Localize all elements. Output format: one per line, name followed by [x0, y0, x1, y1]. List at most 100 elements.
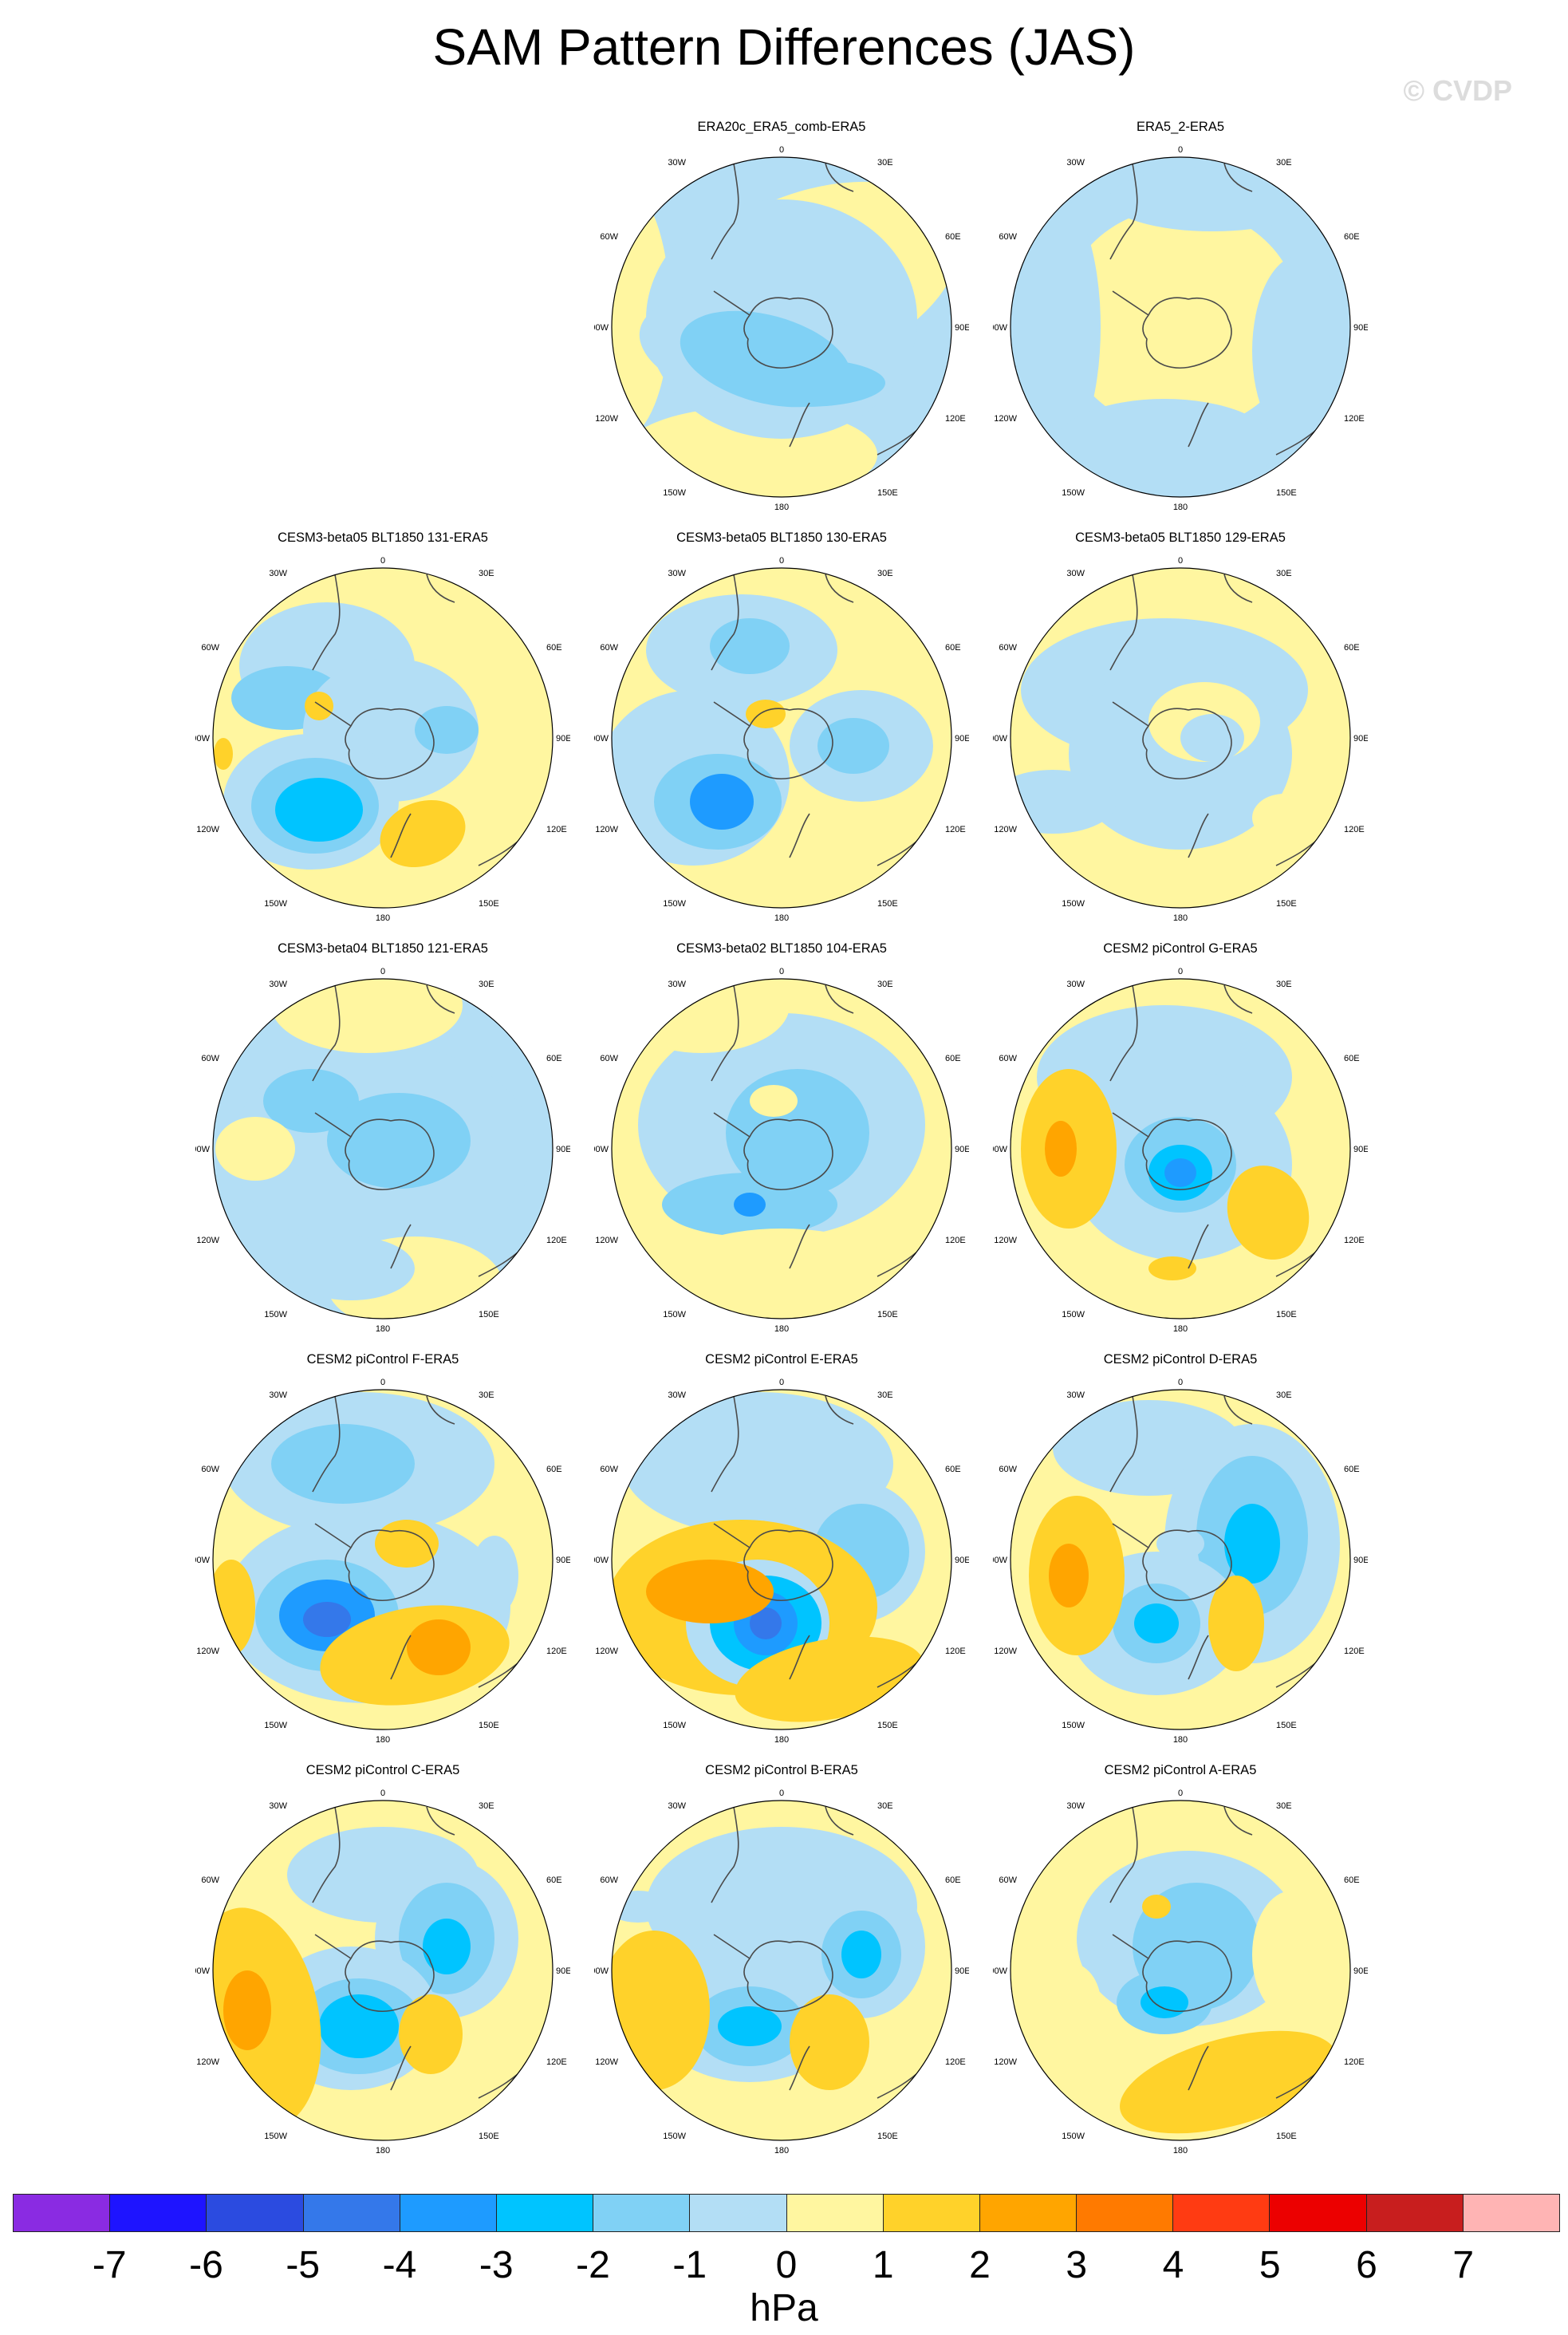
map-border: [611, 1800, 952, 2141]
longitude-label: 60E: [1344, 232, 1360, 242]
anomaly-contour: [726, 359, 885, 407]
longitude-label: 120E: [945, 2057, 966, 2067]
panel-title: CESM2 piControl F-ERA5: [306, 1352, 459, 1367]
map-panel: CESM2 piControl C-ERA5 0 180 30W 30E 60W 60E 90…: [195, 1761, 570, 2176]
anomaly-contour: [271, 1424, 415, 1504]
longitude-label: 0: [779, 556, 784, 566]
longitude-label: 180: [1173, 1735, 1188, 1745]
longitude-label: 180: [376, 913, 390, 923]
map-panel: CESM3-beta05 BLT1850 129-ERA5 0 180 30W 30E 6…: [993, 529, 1368, 944]
anomaly-contour: [415, 706, 479, 754]
longitude-label: 0: [380, 1789, 385, 1798]
longitude-label: 180: [376, 1735, 390, 1745]
anomaly-contour: [1252, 794, 1316, 842]
longitude-label: 150E: [479, 899, 499, 909]
longitude-label: 150W: [1062, 899, 1085, 909]
longitude-label: 120E: [945, 414, 966, 424]
polar-map: 0 180 30W 30E 60W 60E 90W 90E 120W 120E 150W 150E: [594, 1378, 969, 1745]
colorbar-cell: [979, 2194, 1078, 2232]
longitude-label: 0: [779, 1378, 784, 1387]
anomaly-contour: [305, 692, 333, 720]
longitude-label: 30E: [1276, 1390, 1292, 1400]
anomaly-contour: [646, 1560, 774, 1623]
longitude-label: 90W: [594, 734, 609, 743]
longitude-label: 180: [1173, 2146, 1188, 2156]
polar-map: 0 180 30W 30E 60W 60E 90W 90E 120W 120E 150W 150E: [195, 1378, 570, 1745]
longitude-label: 60W: [600, 232, 618, 242]
map-border: [212, 567, 554, 909]
longitude-label: 120E: [1344, 2057, 1365, 2067]
anomaly-contour: [287, 1237, 415, 1300]
longitude-label: 150W: [1062, 488, 1085, 498]
longitude-label: 90W: [594, 1145, 609, 1154]
longitude-label: 150W: [264, 1721, 287, 1730]
longitude-label: 150E: [877, 1721, 898, 1730]
colorbar-cell: [13, 2194, 111, 2232]
polar-map: 0 180 30W 30E 60W 60E 90W 90E 120W 120E 150W 150E: [594, 556, 969, 923]
longitude-label: 90E: [556, 734, 570, 743]
panel-title: CESM3-beta05 BLT1850 131-ERA5: [278, 531, 488, 545]
panel-title: CESM3-beta05 BLT1850 129-ERA5: [1075, 531, 1286, 545]
anomaly-contour: [303, 1602, 351, 1637]
coastlines: [711, 1806, 926, 2099]
longitude-label: 30E: [479, 980, 494, 989]
longitude-label: 90E: [1353, 734, 1368, 743]
longitude-label: 30W: [668, 569, 686, 578]
map-panel: CESM2 piControl E-ERA5 0 180 30W 30E 60W 60E 90…: [594, 1351, 969, 1765]
anomaly-contour: [1208, 1576, 1264, 1671]
panel-title: CESM2 piControl G-ERA5: [1103, 941, 1258, 956]
polar-map: 0 180 30W 30E 60W 60E 90W 90E 120W 120E 150W 150E: [594, 967, 969, 1334]
longitude-label: 30W: [668, 1390, 686, 1400]
anomaly-contour: [1142, 1895, 1171, 1919]
longitude-label: 60W: [600, 643, 618, 653]
anomaly-contour: [1011, 770, 1117, 834]
longitude-label: 60W: [999, 232, 1017, 242]
longitude-label: 90W: [594, 1966, 609, 1976]
longitude-label: 30E: [877, 158, 893, 168]
longitude-label: 180: [774, 503, 789, 512]
longitude-label: 30W: [269, 980, 287, 989]
polar-map: 0 180 30W 30E 60W 60E 90W 90E 120W 120E 150W 150E: [993, 1789, 1368, 2156]
panel-title: CESM2 piControl C-ERA5: [305, 1763, 460, 1777]
longitude-label: 60W: [201, 1054, 219, 1063]
anomaly-contour: [746, 700, 786, 728]
coastlines: [1109, 1395, 1325, 1688]
map-border: [611, 567, 952, 909]
longitude-label: 60W: [999, 1054, 1017, 1063]
colorbar-tick-label: 0: [775, 2244, 798, 2286]
polar-map: 0 180 30W 30E 60W 60E 90W 90E 120W 120E 150W 150E: [993, 556, 1368, 923]
longitude-label: 150E: [1276, 1721, 1297, 1730]
coastlines: [711, 163, 926, 456]
longitude-label: 180: [774, 1735, 789, 1745]
colorbar-units: hPa: [750, 2287, 818, 2329]
map-panel: CESM2 piControl D-ERA5 0 180 30W 30E 60W 60E 90…: [993, 1351, 1368, 1765]
colorbar-tick-labels: -7 -6 -5 -4 -3 -2 -1 0 1 2 3 4 5 6 7: [0, 2242, 1568, 2290]
longitude-label: 30W: [668, 1801, 686, 1811]
map-border: [1010, 567, 1351, 909]
longitude-label: 0: [779, 967, 784, 976]
longitude-label: 90W: [594, 1556, 609, 1565]
longitude-label: 90E: [955, 1966, 969, 1976]
longitude-label: 120W: [595, 1236, 618, 1245]
anomaly-contour: [407, 1619, 471, 1675]
anomaly-contour: [319, 1994, 399, 2058]
anomaly-contour: [1148, 1256, 1196, 1280]
colorbar: [13, 2194, 1560, 2232]
longitude-label: 120E: [1344, 1236, 1365, 1245]
longitude-label: 150W: [1062, 1310, 1085, 1319]
colorbar-tick-label: -5: [286, 2244, 321, 2286]
longitude-label: 120W: [994, 1647, 1017, 1656]
anomaly-contour: [1141, 1986, 1188, 2018]
colorbar-cell: [593, 2194, 691, 2232]
colorbar-cell: [786, 2194, 884, 2232]
figure-title: SAM Pattern Differences (JAS): [432, 18, 1136, 76]
longitude-label: 30W: [1066, 980, 1085, 989]
longitude-label: 150E: [479, 2132, 499, 2141]
longitude-label: 180: [1173, 913, 1188, 923]
map-panel: CESM2 piControl B-ERA5 0 180 30W 30E 60W 60E 90…: [594, 1761, 969, 2176]
longitude-label: 120W: [196, 1647, 219, 1656]
panel-title: CESM2 piControl E-ERA5: [705, 1352, 858, 1367]
longitude-label: 120W: [595, 825, 618, 834]
longitude-label: 120W: [994, 414, 1017, 424]
anomaly-contour: [690, 774, 754, 830]
